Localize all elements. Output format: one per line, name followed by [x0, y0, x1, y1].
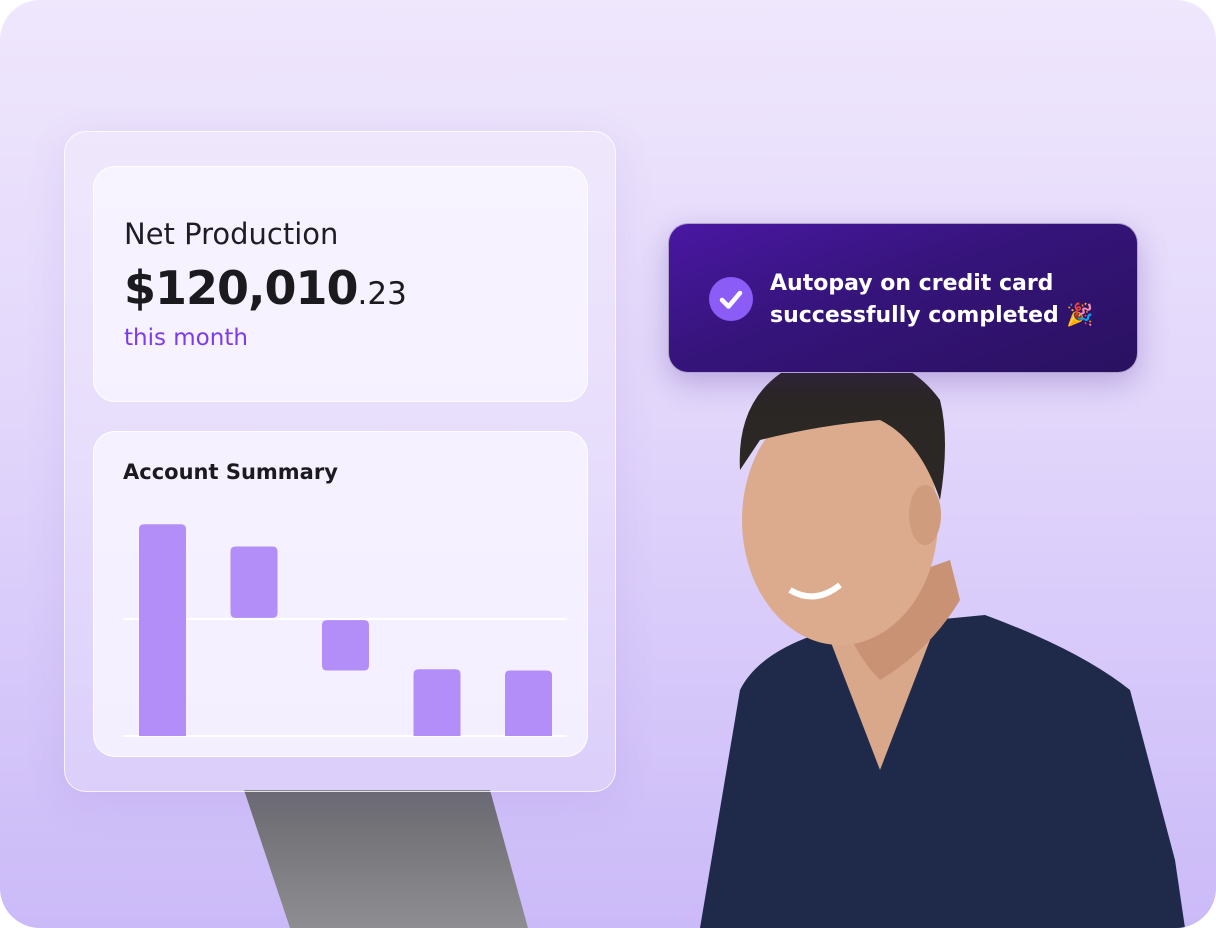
chart-bar-5 — [505, 670, 552, 736]
account-summary-chart — [123, 524, 567, 737]
toast-line-1: Autopay on credit card — [770, 271, 1054, 296]
account-summary-card: Account Summary — [93, 431, 588, 757]
period-label: this month — [124, 325, 248, 351]
net-production-label: Net Production — [124, 217, 339, 251]
chart-bar-4 — [413, 669, 461, 736]
net-production-amount: $120,010.23 — [124, 261, 407, 315]
check-circle-icon — [709, 277, 753, 321]
amount-cents: .23 — [357, 276, 407, 312]
account-summary-title: Account Summary — [123, 460, 338, 484]
chart-bar-1 — [139, 524, 186, 736]
toast-message: Autopay on credit card successfully comp… — [770, 268, 1110, 332]
chart-bar-2 — [230, 546, 278, 618]
net-production-card: Net Production $120,010.23 this month — [93, 166, 588, 402]
toast-line-2: successfully completed — [770, 303, 1059, 328]
party-popper-icon: 🎉 — [1066, 303, 1094, 328]
autopay-toast: Autopay on credit card successfully comp… — [668, 223, 1138, 373]
amount-main: $120,010 — [124, 261, 359, 315]
chart-bar-3 — [322, 620, 369, 671]
